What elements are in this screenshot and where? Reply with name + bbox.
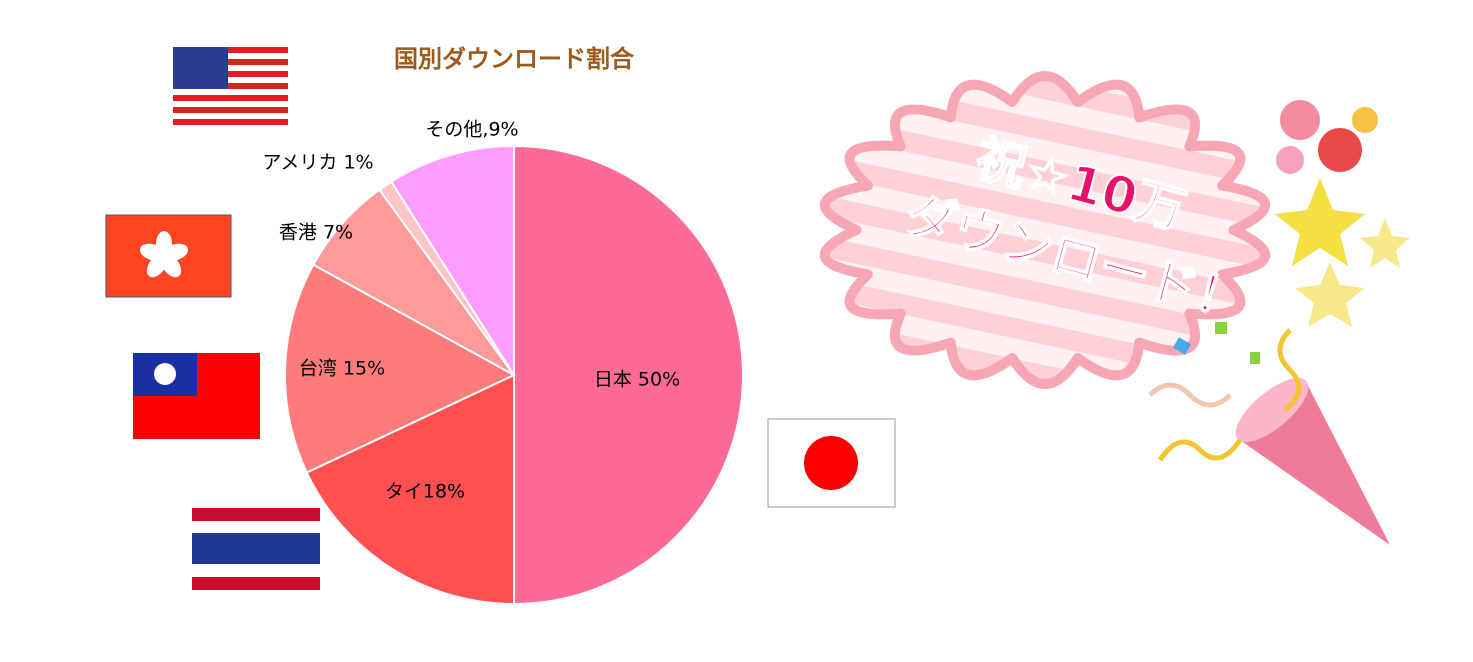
flag-thailand <box>192 508 320 590</box>
pie-slice <box>513 144 744 606</box>
data-label: アメリカ 1% <box>262 152 373 174</box>
flag-usa <box>173 47 288 127</box>
flags <box>105 47 896 590</box>
flag-japan <box>767 418 896 508</box>
pie-slice <box>284 263 517 474</box>
pie-slice <box>389 144 515 379</box>
data-label: タイ18% <box>385 481 465 503</box>
pie: 日本 50% タイ18% 台湾 15% 香港 7% アメリカ 1% その他,9% <box>262 119 744 606</box>
data-label: 台湾 15% <box>299 358 385 380</box>
celebration-burst <box>820 71 1270 389</box>
data-label: その他,9% <box>425 119 518 141</box>
pie-slice <box>305 373 515 606</box>
party-popper <box>1148 100 1410 545</box>
flag-taiwan <box>133 353 260 439</box>
flag-hong-kong <box>105 214 232 298</box>
data-label: 日本 50% <box>594 369 680 391</box>
data-label: 香港 7% <box>279 222 353 244</box>
chart-title: 国別ダウンロード割合 <box>394 45 635 73</box>
